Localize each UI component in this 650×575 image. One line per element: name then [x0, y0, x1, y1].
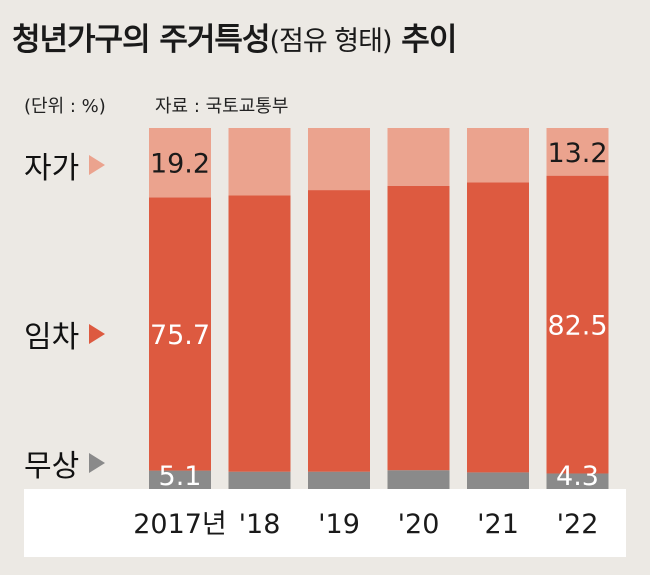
bar-rent-4 — [467, 182, 529, 473]
x-tick-label-2: '19 — [318, 509, 360, 540]
legend-own-label: 자가 — [24, 151, 80, 186]
data-label-own-0: 19.2 — [150, 149, 210, 180]
bar-free-1 — [228, 471, 291, 489]
bar-own-0 — [149, 128, 211, 198]
bar-own-1 — [228, 128, 291, 196]
legend-free: 무상 — [24, 441, 106, 485]
bar-own-4 — [467, 128, 529, 183]
legend-free-arrow-icon — [89, 453, 106, 473]
data-label-own-5: 13.2 — [547, 138, 607, 169]
bar-free-0 — [149, 470, 211, 489]
bar-free-5 — [546, 473, 609, 489]
bar-rent-3 — [387, 185, 450, 471]
x-tick-label-1: '18 — [239, 509, 281, 540]
bar-own-2 — [308, 128, 370, 191]
legend-own-arrow-icon — [89, 155, 106, 175]
title-paren: (점유 형태) — [269, 26, 392, 57]
legend-rent-arrow-icon — [89, 324, 106, 344]
data-label-rent-0: 75.7 — [150, 320, 210, 351]
unit-note: (단위 : %) — [24, 96, 106, 117]
legend-free-label: 무상 — [24, 449, 80, 484]
bar-free-3 — [387, 470, 450, 489]
chart-title: 청년가구의 주거특성(점유 형태) 추이 — [12, 14, 457, 59]
x-tick-label-4: '21 — [477, 509, 519, 540]
legend-rent-label: 임차 — [24, 320, 80, 355]
legend-own: 자가 — [24, 143, 106, 187]
bar-rent-1 — [228, 195, 291, 472]
title-main: 청년가구의 주거특성 — [12, 22, 270, 58]
x-tick-label-5: '22 — [557, 509, 599, 540]
bar-own-5 — [546, 128, 609, 176]
x-axis-band — [24, 489, 626, 557]
source-note: 자료 : 국토교통부 — [155, 96, 289, 117]
legend-rent: 임차 — [24, 312, 106, 356]
bar-free-4 — [467, 472, 529, 489]
bar-rent-0 — [149, 197, 211, 471]
data-label-rent-5: 82.5 — [547, 311, 607, 342]
bar-rent-2 — [308, 190, 370, 472]
bar-own-3 — [387, 128, 450, 186]
bar-free-2 — [308, 471, 370, 489]
x-tick-label-0: 2017년 — [133, 509, 227, 540]
title-end: 추이 — [401, 22, 457, 58]
bar-rent-5 — [546, 175, 609, 474]
data-label-free-0: 5.1 — [159, 461, 202, 492]
x-tick-label-3: '20 — [398, 509, 440, 540]
data-label-free-5: 4.3 — [556, 461, 599, 492]
